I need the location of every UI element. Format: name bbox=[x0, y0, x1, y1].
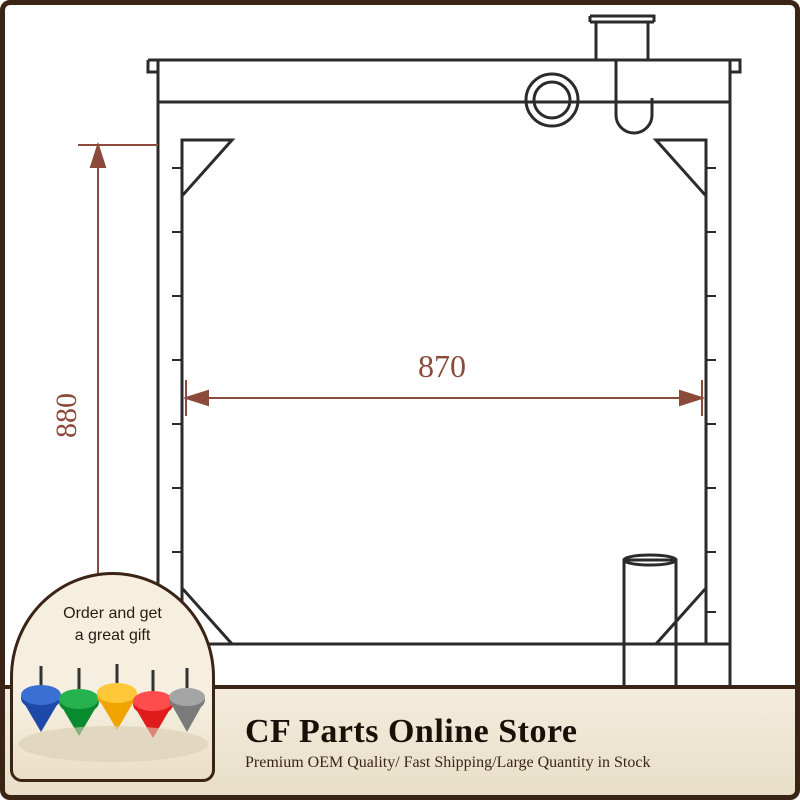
gift-line2: a great gift bbox=[75, 627, 151, 644]
store-tagline: Premium OEM Quality/ Fast Shipping/Large… bbox=[245, 754, 795, 772]
store-name: CF Parts Online Store bbox=[245, 713, 795, 751]
dim-height-label: 880 bbox=[50, 393, 84, 438]
dim-width-label: 870 bbox=[418, 348, 466, 385]
gift-line1: Order and get bbox=[63, 605, 162, 622]
gift-promo-badge: Order and get a great gift bbox=[10, 572, 215, 782]
spinning-tops-icon bbox=[13, 652, 213, 772]
